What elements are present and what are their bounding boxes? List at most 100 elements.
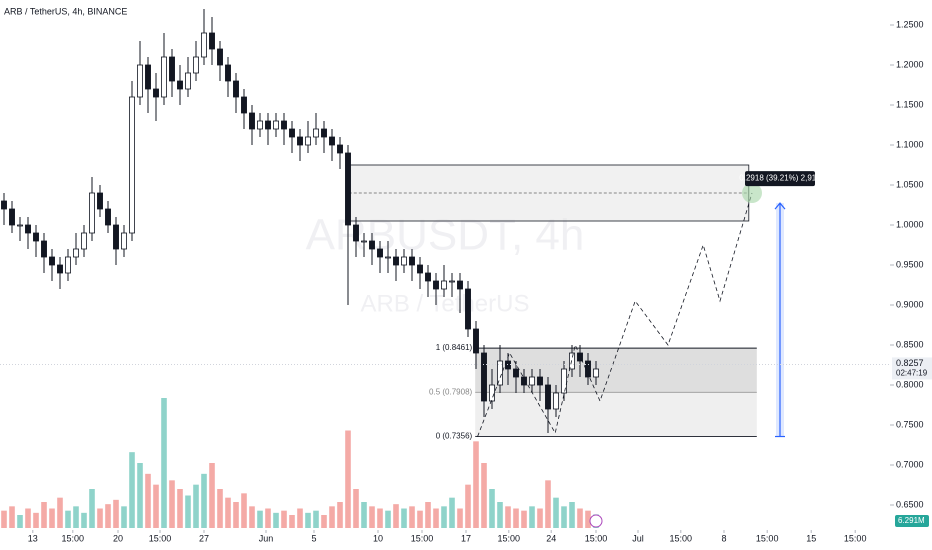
x-tick-label: 20: [113, 533, 123, 543]
volume-bar: [129, 452, 135, 528]
candle-body: [313, 128, 319, 138]
volume-bar: [497, 502, 503, 528]
projection-path: [477, 192, 753, 437]
volume-bar: [449, 497, 455, 528]
candle-body: [41, 240, 47, 258]
candle-body: [569, 352, 575, 370]
volume-bar: [65, 510, 71, 528]
candle-body: [481, 352, 487, 402]
x-tick-label: Jun: [259, 533, 274, 543]
candle-body: [169, 56, 175, 82]
chart-title: ARB / TetherUS, 4h, BINANCE: [4, 6, 127, 16]
candle-body: [417, 264, 423, 274]
y-tick-label: 0.7000: [896, 459, 924, 469]
projection-end: [742, 183, 762, 203]
candle-body: [329, 136, 335, 146]
candle-body: [593, 368, 599, 378]
volume-bar: [113, 499, 119, 528]
candle-body: [505, 360, 511, 370]
candle-body: [249, 112, 255, 130]
x-tick-label: 5: [311, 533, 316, 543]
volume-bar: [377, 508, 383, 528]
volume-bar: [289, 515, 295, 528]
measure-label: 0.2918 (39.21%) 2,918: [739, 174, 821, 183]
candle-body: [33, 232, 39, 242]
candle-body: [97, 192, 103, 210]
x-tick-label: 15:00: [149, 533, 172, 543]
volume-bar: [177, 489, 183, 528]
candle-body: [385, 256, 391, 259]
volume-bar: [545, 480, 551, 528]
candle-body: [257, 120, 263, 130]
volume-bar: [369, 506, 375, 528]
volume-bar: [489, 489, 495, 528]
candle-body: [17, 224, 23, 227]
candle-body: [121, 232, 127, 250]
candle-body: [489, 384, 495, 402]
candle-body: [217, 48, 223, 66]
volume-bar: [417, 510, 423, 528]
volume-tag-box: [895, 515, 929, 527]
volume-bar: [185, 495, 191, 528]
candle-body: [353, 224, 359, 242]
candle-body: [145, 64, 151, 90]
volume-bar: [145, 473, 151, 528]
y-tick-label: 0.8000: [896, 379, 924, 389]
candle-body: [497, 360, 503, 386]
volume-bar: [409, 506, 415, 528]
y-tick-label: 0.6500: [896, 499, 924, 509]
y-tick-label: 1.2000: [896, 59, 924, 69]
volume-bar: [137, 463, 143, 528]
volume-bar: [49, 508, 55, 528]
y-tick-label: 0.9500: [896, 259, 924, 269]
volume-bar: [457, 508, 463, 528]
volume-tag: 6.291M: [898, 516, 925, 525]
candle-body: [513, 368, 519, 378]
y-tick-label: 1.1000: [896, 139, 924, 149]
x-tick-label: 24: [546, 533, 556, 543]
volume-bar: [9, 506, 15, 528]
volume-bar: [41, 502, 47, 528]
fib-label: 0 (0.7356): [436, 432, 473, 441]
volume-bar: [465, 484, 471, 528]
y-tick-label: 0.9000: [896, 299, 924, 309]
volume-bar: [561, 506, 567, 528]
candle-body: [153, 88, 159, 98]
candle-body: [361, 240, 367, 243]
y-tick-label: 1.0000: [896, 219, 924, 229]
candle-body: [305, 136, 311, 146]
fib-lower: [475, 392, 757, 437]
candle-body: [401, 256, 407, 266]
y-tick-label: 1.1500: [896, 99, 924, 109]
volume-bar: [121, 506, 127, 528]
candle-body: [345, 152, 351, 226]
volume-bar: [225, 497, 231, 528]
volume-bar: [297, 508, 303, 528]
candle-body: [129, 96, 135, 234]
volume-bar: [241, 493, 247, 528]
candle-body: [577, 352, 583, 362]
candle-body: [273, 120, 279, 130]
volume-bar: [473, 441, 479, 528]
volume-bar: [105, 504, 111, 528]
candle-body: [337, 144, 343, 154]
y-tick-label: 1.0500: [896, 179, 924, 189]
volume-bar: [433, 508, 439, 528]
volume-bar: [361, 502, 367, 528]
candle-body: [521, 376, 527, 386]
volume-bar: [217, 489, 223, 528]
x-tick-label: 15:00: [670, 533, 693, 543]
candle-body: [321, 128, 327, 138]
volume-bar: [585, 510, 591, 528]
candle-body: [457, 280, 463, 290]
volume-bar: [57, 497, 63, 528]
last-price-box: [892, 357, 932, 380]
volume-bar: [81, 512, 87, 528]
volume-bar: [553, 497, 559, 528]
x-tick-label: 15:00: [585, 533, 608, 543]
candle-body: [25, 224, 31, 234]
volume-bar: [89, 489, 95, 528]
fib-label: 1 (0.8461): [436, 343, 473, 352]
volume-bar: [425, 502, 431, 528]
volume-bar: [73, 506, 79, 528]
